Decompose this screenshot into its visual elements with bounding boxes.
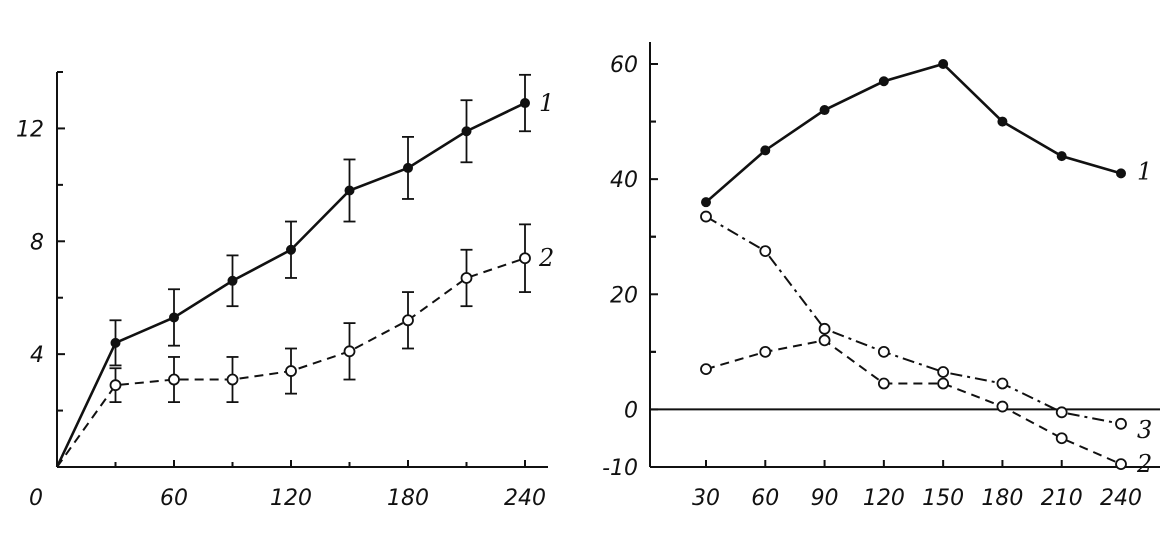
series-line — [705, 215, 1122, 425]
data-point — [520, 98, 530, 109]
data-point — [818, 334, 831, 347]
data-point — [700, 210, 712, 223]
data-point — [1116, 168, 1126, 179]
data-point — [819, 105, 830, 116]
data-point — [996, 377, 1009, 390]
data-point — [285, 365, 297, 377]
data-point — [996, 400, 1009, 413]
y-tick-label: 0 — [624, 398, 638, 423]
series-line — [705, 62, 1122, 204]
data-point — [402, 314, 414, 327]
data-point — [759, 245, 772, 258]
data-point — [937, 366, 950, 378]
data-point — [818, 322, 831, 335]
x-tick-label: 210 — [1041, 486, 1083, 511]
x-tick-label: 60 — [160, 486, 188, 511]
data-point — [169, 312, 179, 323]
data-point — [226, 373, 239, 386]
data-point — [109, 379, 122, 392]
x-tick-label: 120 — [270, 486, 312, 511]
series-line — [705, 339, 1122, 466]
data-point — [1055, 432, 1068, 445]
y-tick-label: 40 — [610, 168, 638, 193]
data-point — [168, 373, 180, 386]
series-2: 2 — [56, 223, 554, 468]
data-point — [227, 275, 238, 286]
data-point — [997, 116, 1008, 127]
x-tick-label: 60 — [751, 486, 779, 511]
x-tick-label: 120 — [863, 486, 905, 511]
origin-label: 0 — [29, 486, 43, 511]
series-label: 1 — [539, 89, 554, 117]
data-point — [759, 345, 772, 358]
series-label: 2 — [1136, 450, 1152, 478]
data-point — [344, 185, 355, 196]
y-tick-label: 4 — [30, 343, 44, 368]
y-tick-label: 8 — [30, 230, 44, 255]
x-tick-label: 30 — [692, 486, 720, 511]
data-point — [403, 162, 413, 173]
x-tick-label: 150 — [922, 486, 964, 511]
y-tick-label: -10 — [602, 456, 638, 481]
data-point — [286, 244, 296, 255]
series-1: 1 — [701, 59, 1152, 208]
data-point — [760, 145, 771, 156]
data-point — [700, 363, 712, 376]
data-point — [937, 377, 950, 390]
series-label: 1 — [1137, 157, 1152, 185]
data-point — [110, 337, 121, 348]
x-tick-label: 90 — [811, 486, 839, 511]
data-point — [877, 345, 890, 358]
y-tick-label: 20 — [610, 283, 638, 308]
data-point — [1115, 458, 1127, 471]
data-point — [461, 126, 472, 137]
data-point — [1115, 417, 1127, 430]
data-point — [519, 252, 531, 265]
x-tick-label: 240 — [1100, 486, 1142, 511]
data-point — [1056, 151, 1067, 162]
x-tick-label: 240 — [504, 486, 546, 511]
data-point — [460, 272, 473, 284]
x-tick-label: 180 — [981, 486, 1023, 511]
data-point — [938, 59, 949, 69]
series-3: 3 — [700, 210, 1152, 444]
series-1: 1 — [55, 73, 554, 468]
x-tick-label: 180 — [387, 486, 429, 511]
series-label: 2 — [538, 244, 554, 272]
series-label: 3 — [1137, 416, 1152, 444]
data-point — [878, 76, 889, 87]
y-tick-label: 12 — [16, 117, 44, 142]
series-line — [55, 101, 526, 468]
data-point — [877, 377, 890, 390]
series-2: 2 — [700, 334, 1152, 478]
data-point — [1055, 406, 1068, 419]
y-tick-label: 60 — [610, 53, 638, 78]
data-point — [343, 345, 356, 358]
data-point — [701, 197, 711, 208]
right-chart: -10 0 20 40 60 30 60 90 120 150 180 210 240 1 2 3 — [602, 42, 1160, 511]
